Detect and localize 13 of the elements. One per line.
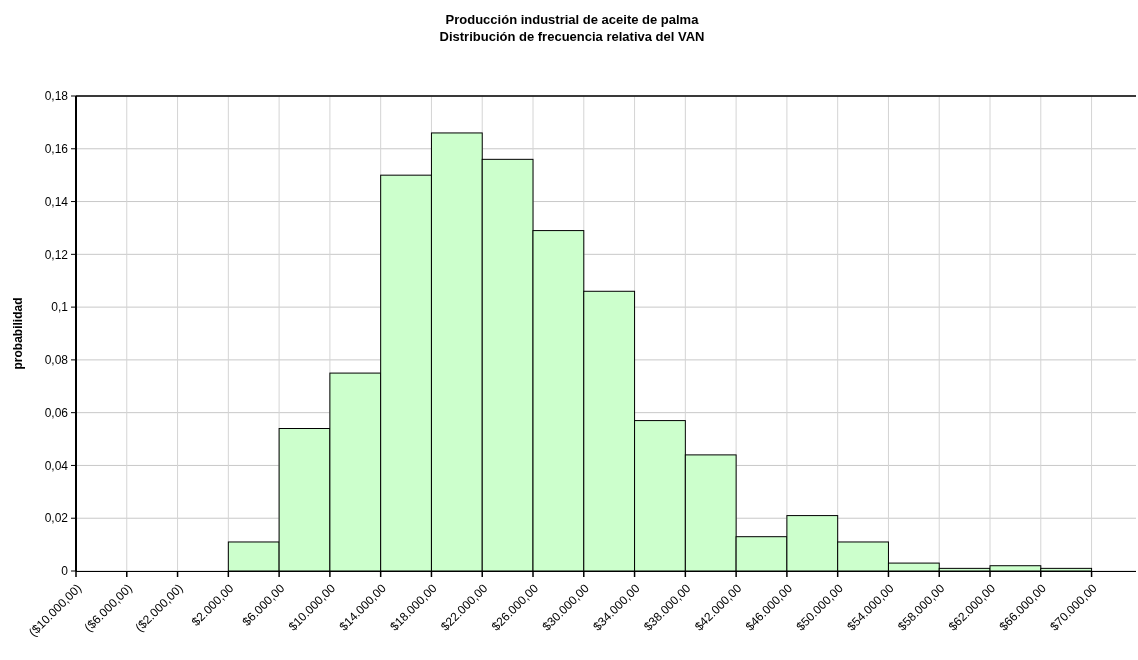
y-tick-label: 0,1 bbox=[51, 300, 69, 315]
y-axis-title: probabilidad bbox=[11, 297, 25, 370]
y-tick-label: 0,12 bbox=[44, 247, 69, 262]
y-tick-label: 0 bbox=[61, 564, 69, 579]
chart-subtitle: Distribución de frecuencia relativa del VAN bbox=[439, 29, 705, 44]
y-tick-label: 0,14 bbox=[44, 194, 69, 209]
y-tick-label: 0,08 bbox=[44, 353, 69, 368]
y-tick-label: 0,04 bbox=[44, 458, 69, 473]
y-tick-label: 0,02 bbox=[44, 511, 69, 526]
y-tick-label: 0,16 bbox=[44, 141, 69, 156]
y-tick-label: 0,18 bbox=[44, 89, 69, 104]
chart-title: Producción industrial de aceite de palma bbox=[445, 12, 700, 27]
y-tick-label: 0,06 bbox=[44, 405, 69, 420]
